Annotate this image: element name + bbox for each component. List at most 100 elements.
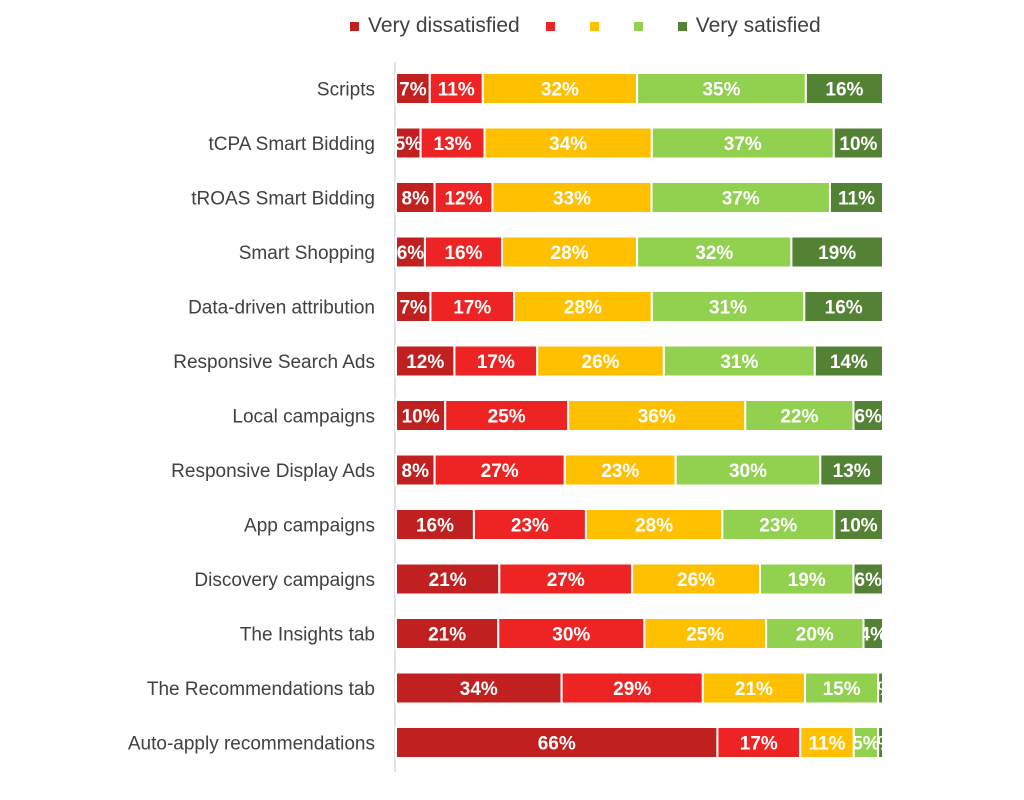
data-label: 25% xyxy=(488,407,526,428)
bar-segment-auto-apply-recommendations-3 xyxy=(852,726,880,759)
data-label: 66% xyxy=(538,734,576,755)
legend-label: Very satisfied xyxy=(695,14,821,37)
data-label: 31% xyxy=(709,298,747,319)
data-label: 13% xyxy=(833,461,871,482)
bar-segment-local-campaigns-1 xyxy=(444,399,570,432)
bar-segment-the-insights-tab-4 xyxy=(862,617,885,650)
data-label: 28% xyxy=(564,298,602,319)
data-label: 15% xyxy=(823,679,861,700)
bar-segment-troas-smart-bidding-4 xyxy=(828,181,884,214)
data-label: 29% xyxy=(613,679,651,700)
legend-item xyxy=(589,21,608,31)
data-label: 6% xyxy=(397,243,425,264)
legend-item: Very dissatisfied xyxy=(350,14,520,38)
category-label: The Recommendations tab xyxy=(147,679,375,700)
data-label: 20% xyxy=(796,625,834,646)
bar-segment-troas-smart-bidding-0 xyxy=(395,181,436,214)
data-label: 12% xyxy=(406,352,444,373)
data-label: 16% xyxy=(825,80,863,101)
data-label: 27% xyxy=(547,570,585,591)
bar-segment-the-recommendations-tab-0 xyxy=(395,671,563,705)
data-label: 10% xyxy=(840,516,878,537)
bar-segment-tcpa-smart-bidding-4 xyxy=(832,126,885,160)
data-label: 13% xyxy=(434,134,472,155)
category-label: Data-driven attribution xyxy=(188,298,375,319)
bar-segment-troas-smart-bidding-1 xyxy=(433,181,494,214)
bar-segment-the-insights-tab-3 xyxy=(765,617,865,650)
bar-segment-responsive-display-ads-4 xyxy=(819,453,884,487)
chart-legend: Very dissatisfied Very satisfied xyxy=(350,14,821,38)
legend-swatch xyxy=(589,21,599,31)
legend-item xyxy=(545,21,564,31)
bar-segment-data-driven-attribution-4 xyxy=(803,290,884,323)
data-label: 7% xyxy=(399,298,427,319)
legend-label: Very dissatisfied xyxy=(368,14,520,37)
data-label: 8% xyxy=(402,461,430,482)
data-label: 11% xyxy=(809,734,846,755)
data-label: 16% xyxy=(444,243,482,264)
data-label: 33% xyxy=(553,189,591,210)
data-label: 34% xyxy=(460,679,498,700)
data-label: 37% xyxy=(724,134,762,155)
legend-swatch xyxy=(633,21,643,31)
data-label: 17% xyxy=(453,298,491,319)
legend-swatch xyxy=(677,21,687,31)
data-label: 12% xyxy=(444,189,482,210)
data-label: 17% xyxy=(740,734,778,755)
bar-segment-data-driven-attribution-3 xyxy=(650,290,806,323)
category-label: Auto-apply recommendations xyxy=(128,734,375,755)
legend-swatch xyxy=(350,21,359,31)
category-label: Local campaigns xyxy=(232,407,375,428)
bar-segment-responsive-search-ads-4 xyxy=(813,344,885,378)
data-label: 27% xyxy=(481,461,519,482)
data-label: 19% xyxy=(788,570,826,591)
bar-segment-app-campaigns-0 xyxy=(395,508,475,541)
bar-segment-local-campaigns-4 xyxy=(852,399,885,432)
category-label: App campaigns xyxy=(244,516,375,537)
data-label: 16% xyxy=(416,516,454,537)
bar-segment-discovery-campaigns-4 xyxy=(852,562,885,596)
bar-segment-responsive-display-ads-2 xyxy=(563,453,677,487)
bar-segment-app-campaigns-1 xyxy=(472,508,587,541)
data-label: 4% xyxy=(860,625,888,646)
bar-segment-responsive-search-ads-3 xyxy=(662,344,816,378)
data-label: 35% xyxy=(702,80,740,101)
data-label: 21% xyxy=(735,679,773,700)
data-label: 36% xyxy=(638,407,676,428)
data-label: 32% xyxy=(541,80,579,101)
data-label: 5% xyxy=(852,734,880,755)
data-label: 19% xyxy=(818,243,856,264)
bar-segment-data-driven-attribution-2 xyxy=(513,290,653,323)
data-label: 7% xyxy=(399,80,427,101)
legend-item xyxy=(633,21,652,31)
bar-segment-the-recommendations-tab-3 xyxy=(804,671,880,705)
category-label: Responsive Display Ads xyxy=(171,461,375,482)
data-label: 22% xyxy=(780,407,818,428)
bar-segment-discovery-campaigns-3 xyxy=(759,562,855,596)
bar-segment-auto-apply-recommendations-2 xyxy=(799,726,855,759)
bar-segment-auto-apply-recommendations-1 xyxy=(716,726,802,759)
data-label: 32% xyxy=(695,243,733,264)
bar-segment-local-campaigns-0 xyxy=(395,399,447,432)
data-label: 11% xyxy=(438,80,475,101)
bar-segment-the-insights-tab-2 xyxy=(643,617,768,650)
bar-segment-smart-shopping-2 xyxy=(501,235,639,269)
data-label: 26% xyxy=(677,570,715,591)
data-label: 5% xyxy=(395,134,423,155)
data-label: 30% xyxy=(552,625,590,646)
bar-segment-scripts-0 xyxy=(395,72,431,105)
legend-swatch xyxy=(545,21,555,31)
data-label: 28% xyxy=(635,516,673,537)
bar-segment-responsive-search-ads-2 xyxy=(536,344,665,378)
category-label: Discovery campaigns xyxy=(194,570,375,591)
bar-segment-troas-smart-bidding-3 xyxy=(650,181,831,214)
data-label: 31% xyxy=(720,352,758,373)
legend-item: Very satisfied xyxy=(677,14,821,38)
data-label: 11% xyxy=(838,189,875,210)
bar-segment-responsive-display-ads-0 xyxy=(395,453,436,487)
data-label: 17% xyxy=(477,352,515,373)
bar-segment-the-insights-tab-1 xyxy=(497,617,646,650)
data-label: 23% xyxy=(759,516,797,537)
data-label: 10% xyxy=(402,407,440,428)
data-label: 23% xyxy=(511,516,549,537)
